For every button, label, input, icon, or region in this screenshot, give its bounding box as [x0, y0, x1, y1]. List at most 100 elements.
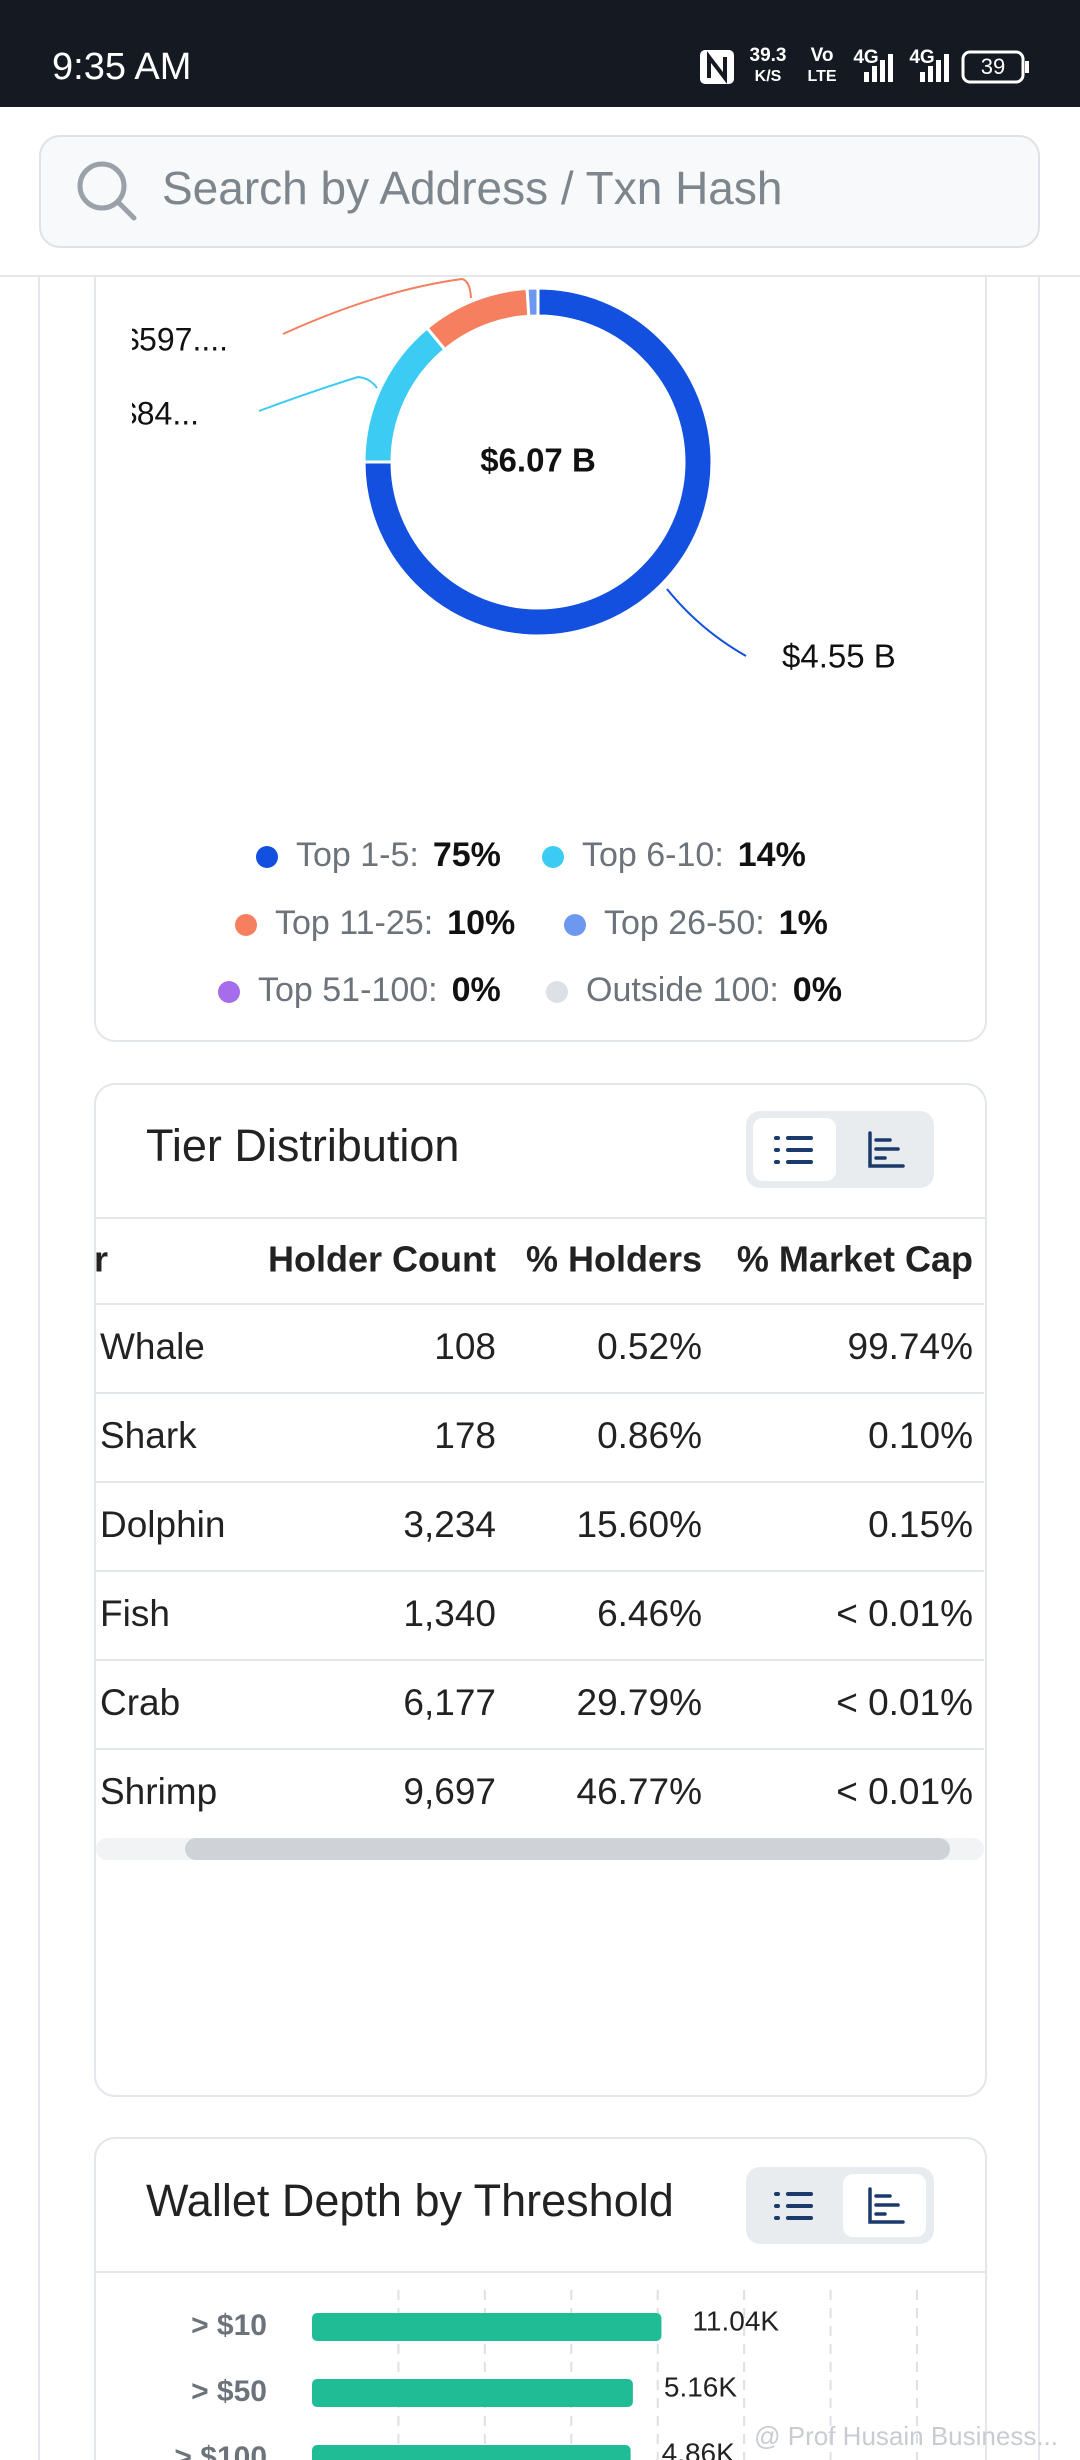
data-label: 4.86K: [662, 2437, 735, 2460]
table-cell: Whale: [100, 1326, 205, 1367]
table-cell: 3,234: [403, 1504, 496, 1545]
table-cell: < 0.01%: [836, 1771, 973, 1812]
data-label: 5.16K: [664, 2371, 737, 2402]
search-box[interactable]: [39, 135, 1040, 248]
legend-value: 75%: [433, 836, 501, 874]
table-cell: 1,340: [403, 1593, 496, 1634]
scrollbar-thumb[interactable]: [185, 1838, 950, 1860]
search-placeholder: Search by Address / Txn Hash: [162, 162, 782, 214]
net-speed: 39.3: [750, 45, 787, 66]
status-bar: [0, 0, 1080, 107]
donut-segment: [525, 286, 540, 318]
status-time: 9:35 AM: [52, 46, 191, 88]
legend-marker: [546, 981, 568, 1003]
annotation-group: $597.... $84...: [119, 277, 472, 431]
net-speed-unit: K/S: [755, 68, 782, 85]
table-cell: < 0.01%: [836, 1682, 973, 1723]
annotation: $84...: [119, 395, 199, 431]
volte: Vo: [811, 45, 834, 66]
table-cell: 6.46%: [597, 1593, 702, 1634]
table-cell: 15.60%: [577, 1504, 703, 1545]
legend-marker: [235, 914, 257, 936]
legend-item: Outside 100: 0%: [586, 971, 842, 1009]
search-clip: Search by Address / Txn Hash: [162, 162, 782, 214]
legend-label: Top 6-10:: [582, 836, 724, 874]
legend-label: Top 11-25:: [275, 904, 433, 942]
bar: [312, 2445, 631, 2460]
watermark: @ Prof Husain Business...: [754, 2421, 1058, 2451]
table-cell: < 0.01%: [836, 1593, 973, 1634]
card: [94, 1083, 987, 2097]
battery-level: 39: [981, 54, 1005, 79]
table: Tier Holder Count % Holders % Market Cap Wha…: [96, 1239, 984, 1812]
bar: [312, 2379, 633, 2407]
table-cell: Shrimp: [100, 1771, 217, 1812]
legend-label: Top 1-5:: [296, 836, 419, 874]
column-header: % Holders: [526, 1239, 702, 1280]
search-icon: [77, 161, 137, 221]
legend: Top 1-5: 75% Top 6-10: 14%Top 11-25: 10% Top …: [218, 836, 842, 1009]
leader-line: [666, 588, 747, 657]
table-cell: Dolphin: [100, 1504, 225, 1545]
table-cell: 0.10%: [868, 1415, 973, 1456]
signal-icon: [864, 54, 893, 82]
table-cell: 9,697: [403, 1771, 496, 1812]
annotation: $4.55 B: [782, 638, 896, 675]
legend-item: Top 6-10: 14%: [582, 836, 806, 874]
donut-center-label: $6.07 B: [480, 442, 596, 479]
table-cell: 0.52%: [597, 1326, 702, 1367]
column-header: % Market Cap: [737, 1239, 973, 1280]
network-type: 4G: [909, 47, 934, 68]
network-type: 4G: [853, 47, 878, 68]
bar-chart: > $10 11.04K > $50 5.16K > $100 4.86K: [174, 2290, 918, 2460]
table-cell: 108: [434, 1326, 496, 1367]
table-cell: 0.15%: [868, 1504, 973, 1545]
chart-icon: [868, 1131, 905, 1168]
legend-label: Outside 100:: [586, 971, 779, 1009]
legend-item: Top 11-25: 10%: [275, 904, 515, 942]
table-cell: 178: [434, 1415, 496, 1456]
table-cell: 6,177: [403, 1682, 496, 1723]
legend-value: 14%: [738, 836, 806, 874]
legend-marker: [256, 846, 278, 868]
legend-value: 1%: [779, 904, 828, 942]
card-title: Wallet Depth by Threshold: [146, 2175, 674, 2226]
legend-label: Top 26-50:: [604, 904, 765, 942]
legend-marker: [542, 846, 564, 868]
legend-value: 10%: [447, 904, 515, 942]
y-tick-label: > $50: [191, 2375, 267, 2408]
y-tick-label: > $100: [174, 2441, 267, 2460]
table-cell: Shark: [100, 1415, 197, 1456]
donut-chart: [362, 286, 714, 638]
legend-item: Top 1-5: 75%: [296, 836, 501, 874]
data-label: 11.04K: [692, 2305, 779, 2336]
table-cell: 29.79%: [577, 1682, 703, 1723]
battery: [961, 50, 1025, 84]
donut-segment: [362, 286, 714, 638]
table-cell: 46.77%: [577, 1771, 703, 1812]
legend-item: Top 51-100: 0%: [258, 971, 501, 1009]
chart-icon: [868, 2187, 905, 2224]
column-header: Holder Count: [268, 1239, 496, 1280]
signal-icon: [920, 54, 949, 82]
table-cell: Fish: [100, 1593, 170, 1634]
table-cell: 0.86%: [597, 1415, 702, 1456]
legend-marker: [564, 914, 586, 936]
volte: LTE: [807, 68, 836, 85]
legend-label: Top 51-100:: [258, 971, 438, 1009]
list-icon: [774, 2192, 813, 2220]
bar: [312, 2313, 662, 2341]
table-cell: Crab: [100, 1682, 180, 1723]
leader-line: [282, 277, 472, 335]
table-cell: 99.74%: [848, 1326, 974, 1367]
battery-tip: [1025, 61, 1029, 73]
list-icon: [774, 1136, 813, 1164]
legend-marker: [218, 981, 240, 1003]
nfc-glyph: [707, 51, 727, 84]
legend-value: 0%: [452, 971, 501, 1009]
legend-item: Top 26-50: 1%: [604, 904, 828, 942]
y-tick-label: > $10: [191, 2309, 267, 2342]
legend-value: 0%: [793, 971, 842, 1009]
